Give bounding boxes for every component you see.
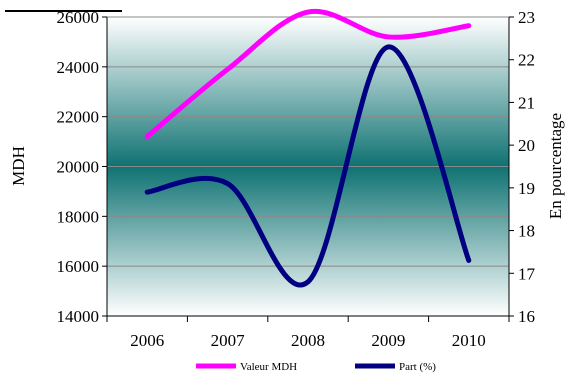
- series-line-2: [144, 44, 472, 288]
- x-tick-label: 2007: [211, 331, 246, 350]
- left-tick-label: 24000: [57, 58, 100, 77]
- right-tick-labels: 16 17 18 19 20 21 22 23: [509, 8, 536, 326]
- right-tick-label: 17: [518, 264, 536, 283]
- series-line-1: [144, 8, 472, 140]
- left-tick-label: 18000: [57, 207, 100, 226]
- y2-axis-title: En pourcentage: [546, 113, 565, 219]
- x-tick-labels: 2006 2007 2008 2009 2010: [106, 316, 510, 350]
- series-group: [144, 8, 472, 288]
- right-tick-label: 21: [518, 93, 535, 112]
- left-tick-label: 16000: [57, 257, 100, 276]
- left-tick-label: 22000: [57, 108, 100, 127]
- right-tick-label: 18: [518, 222, 535, 241]
- right-tick-label: 16: [518, 307, 535, 326]
- left-tick-label: 20000: [57, 158, 100, 177]
- y-axis-title: MDH: [9, 146, 28, 186]
- left-tick-label: 14000: [57, 307, 100, 326]
- right-tick-label: 22: [518, 51, 535, 70]
- x-tick-label: 2006: [130, 331, 164, 350]
- x-tick-label: 2009: [371, 331, 405, 350]
- left-tick-labels: 14000 16000 18000 20000 22000 24000 26000: [57, 8, 107, 326]
- left-tick-label: 26000: [57, 8, 100, 27]
- x-tick-label: 2008: [291, 331, 325, 350]
- x-tick-label: 2010: [452, 331, 486, 350]
- legend: Valeur MDH Part (%): [196, 361, 436, 373]
- legend-label: Valeur MDH: [240, 361, 297, 373]
- legend-label: Part (%): [399, 361, 436, 373]
- right-tick-label: 19: [518, 179, 535, 198]
- right-tick-label: 20: [518, 136, 535, 155]
- right-tick-label: 23: [518, 8, 535, 27]
